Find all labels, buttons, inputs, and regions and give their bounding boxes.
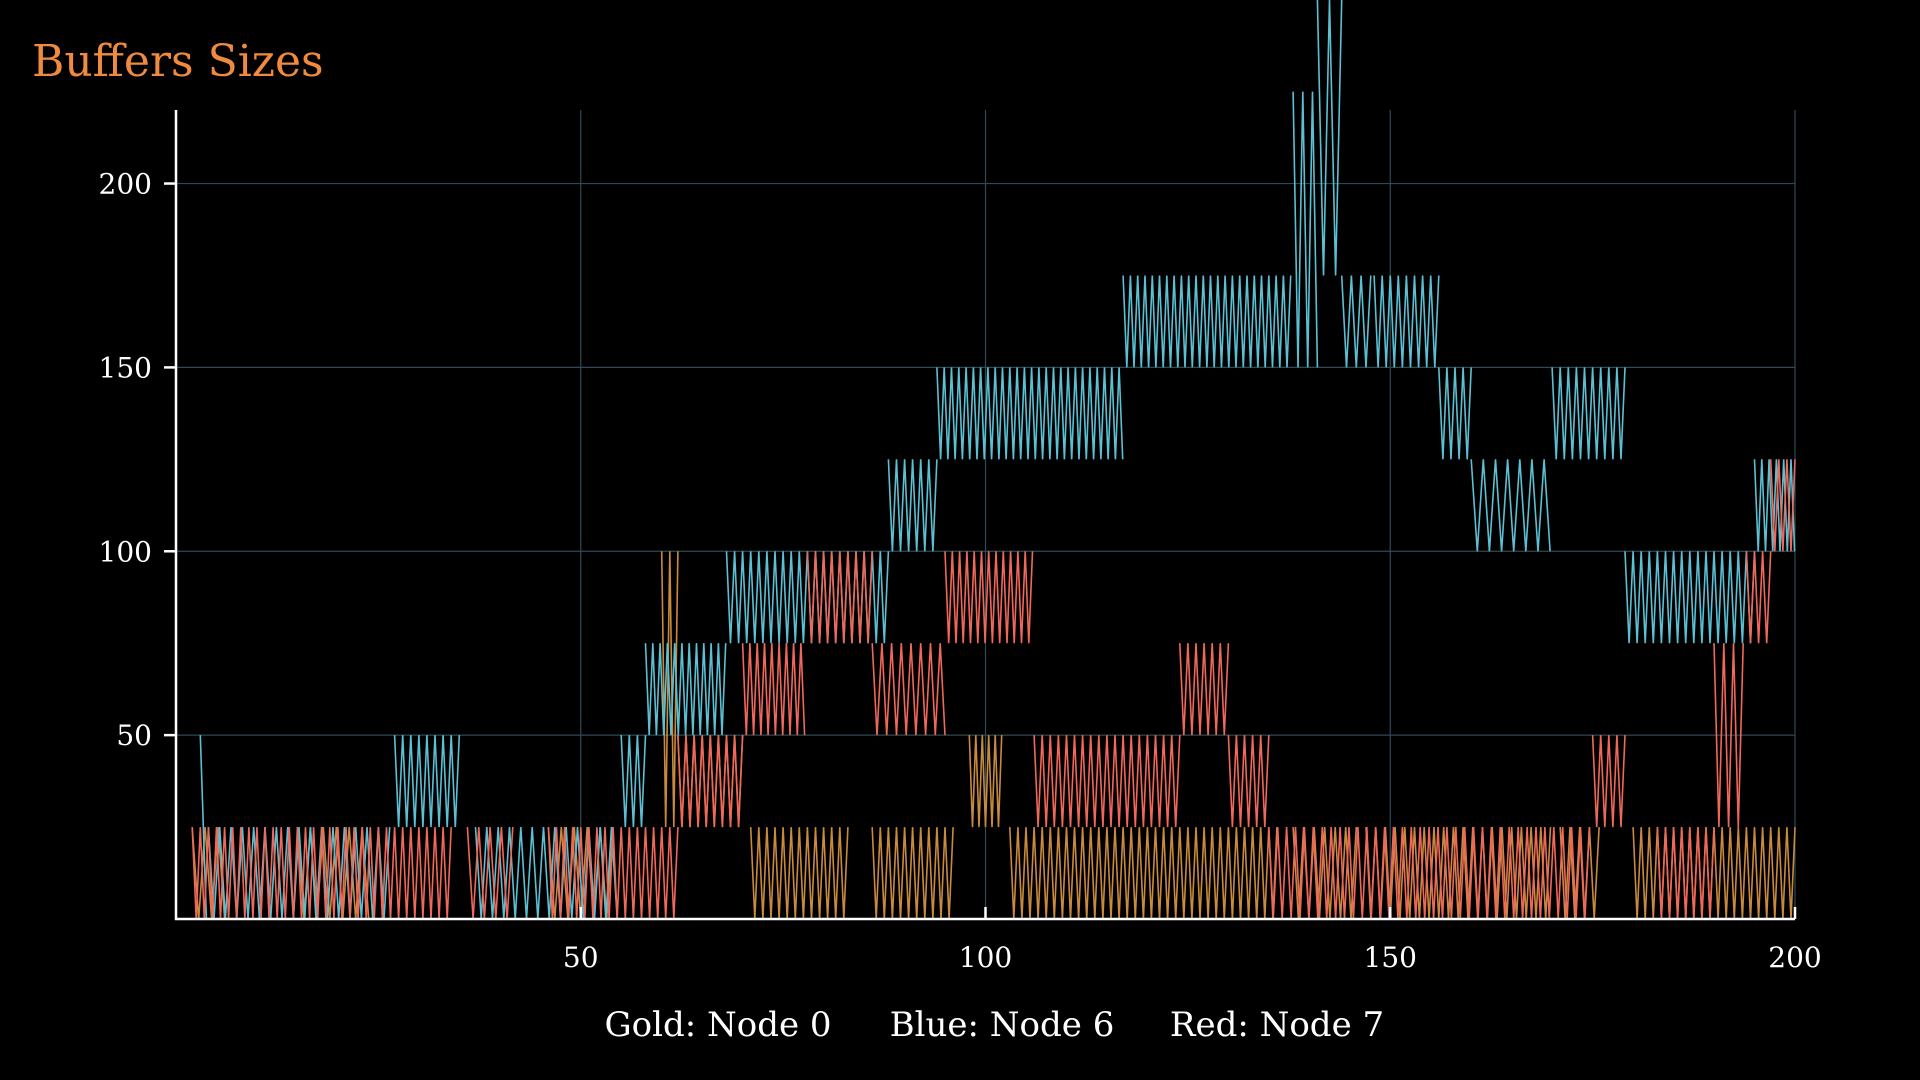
series-line xyxy=(1373,275,1440,368)
series-line xyxy=(968,735,1003,828)
series-line xyxy=(1438,367,1472,460)
series-line xyxy=(1656,827,1715,920)
series-line xyxy=(1470,459,1551,552)
legend: Gold: Node 0 Blue: Node 6 Red: Node 7 xyxy=(604,1005,1384,1045)
series-line xyxy=(887,459,938,552)
series-line xyxy=(1340,275,1372,368)
series-line xyxy=(660,551,679,828)
axes: 50 100 150 200 50 100 150 200 xyxy=(99,110,1822,974)
x-tick-label: 50 xyxy=(563,941,599,974)
y-tick-label: 50 xyxy=(116,719,152,752)
series-line xyxy=(749,827,849,920)
series-line xyxy=(644,643,727,736)
series-line xyxy=(1268,827,1591,920)
grid xyxy=(176,110,1796,919)
series-line xyxy=(620,735,647,828)
series-line xyxy=(1745,551,1772,644)
series-line xyxy=(1769,459,1796,552)
x-tick-label: 100 xyxy=(959,941,1012,974)
y-tick-label: 150 xyxy=(99,351,152,384)
series-line xyxy=(1713,643,1744,828)
series-line xyxy=(1122,275,1292,368)
series-line xyxy=(1179,643,1230,736)
series-line xyxy=(1227,735,1270,828)
series-line xyxy=(1033,735,1181,828)
series-line xyxy=(806,551,873,644)
series-line xyxy=(871,643,946,736)
legend-entry: Blue: Node 6 xyxy=(890,1005,1115,1045)
legend-entry: Gold: Node 0 xyxy=(604,1005,831,1045)
x-tick-label: 150 xyxy=(1364,941,1417,974)
series-line xyxy=(1753,459,1796,552)
series-line xyxy=(944,551,1034,644)
series-line xyxy=(1009,827,1278,920)
series-line xyxy=(936,367,1124,460)
legend-entry: Red: Node 7 xyxy=(1170,1005,1384,1045)
y-tick-label: 100 xyxy=(99,535,152,568)
series-line xyxy=(1316,0,1343,276)
series-line xyxy=(871,827,954,920)
series-line xyxy=(1292,91,1319,368)
series-line xyxy=(741,643,806,736)
x-tick-label: 200 xyxy=(1768,941,1821,974)
series-layer xyxy=(191,0,1796,920)
y-tick-label: 200 xyxy=(99,168,152,201)
series-2 xyxy=(191,459,1796,920)
series-line xyxy=(677,735,744,828)
series-line xyxy=(191,827,452,920)
series-line xyxy=(1624,551,1756,644)
chart-title: Buffers Sizes xyxy=(32,36,324,87)
series-line xyxy=(1591,735,1626,828)
series-line xyxy=(1551,367,1626,460)
series-line xyxy=(547,827,679,920)
series-line xyxy=(393,735,461,828)
series-line xyxy=(466,827,514,920)
